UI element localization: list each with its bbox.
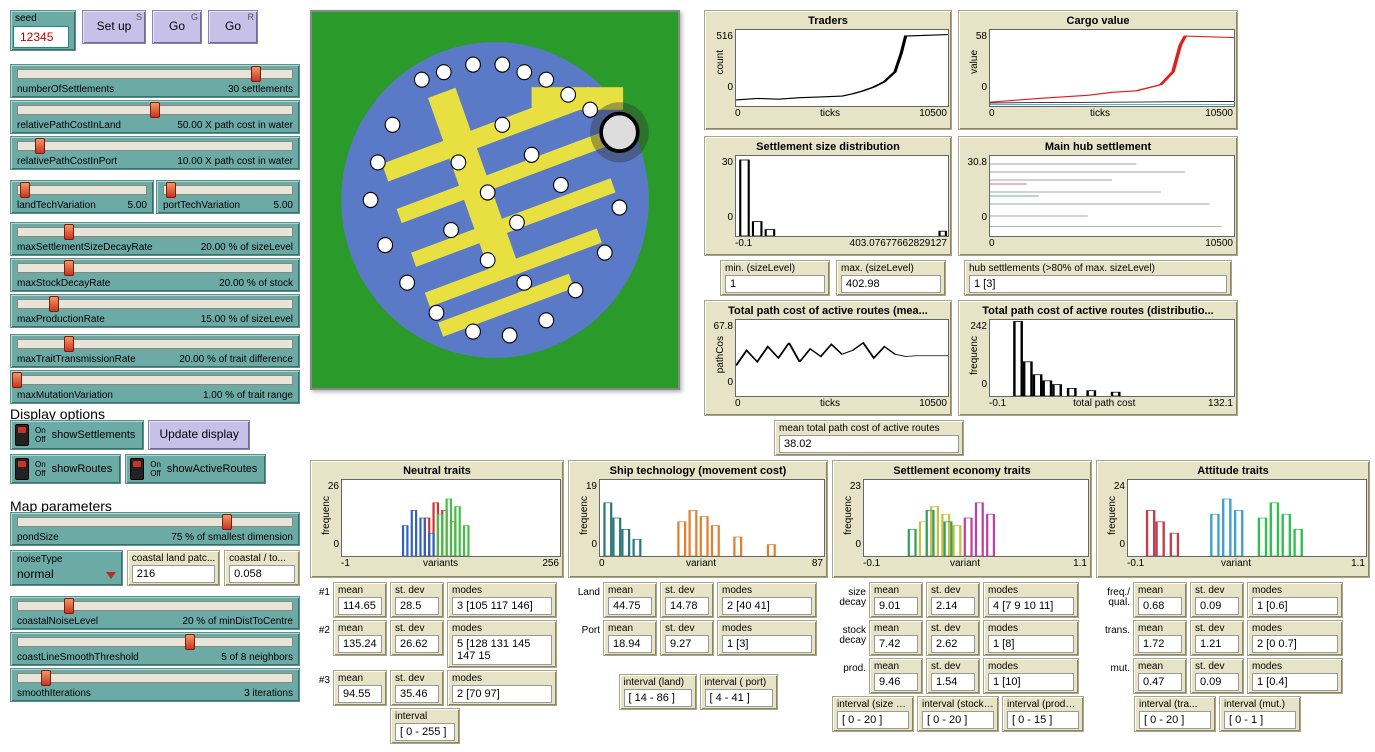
monitor-stat: modes1 [0.6]: [1247, 582, 1343, 618]
monitor-stat: st. dev35.46: [390, 670, 444, 706]
monitor-stat: modes3 [105 117 146]: [447, 582, 557, 618]
slider-coastalNoiseLevel[interactable]: coastalNoiseLevel20 % of minDistToCentre: [10, 596, 300, 630]
plot-cargo-value: Cargo value meanminmax 58value0 0ticks10…: [958, 10, 1238, 130]
monitor-stat: st. dev26.62: [390, 620, 444, 656]
monitor-stat: interval (mut.)[ 0 - 1 ]: [1219, 696, 1301, 732]
monitor-stat: interval ( port)[ 4 - 41 ]: [700, 674, 778, 710]
slider-maxStockDecayRate[interactable]: maxStockDecayRate20.00 % of stock: [10, 258, 300, 292]
monitor-stat: mean0.47: [1133, 658, 1187, 694]
monitor-stat: st. dev0.09: [1190, 582, 1244, 618]
monitor-stat: modes1 [3]: [717, 620, 817, 656]
monitor-stat: mean18.94: [603, 620, 657, 656]
seed-input-wrap: seed 12345: [10, 10, 76, 51]
slider-relativePathCostInPort[interactable]: relativePathCostInPort10.00 X path cost …: [10, 136, 300, 170]
plot-ship-tech: Ship technology (movement cost) landport…: [568, 460, 828, 578]
monitor-mean-path-cost: mean total path cost of active routes38.…: [774, 420, 964, 456]
monitor-stat: st. dev1.54: [926, 658, 980, 694]
monitor-stat: mean44.75: [603, 582, 657, 618]
slider-portTechVariation[interactable]: portTechVariation5.00: [156, 180, 300, 214]
plot-economy-traits: Settlement economy traits size decaystoc…: [832, 460, 1092, 578]
plot-path-cost-mean: Total path cost of active routes (mea...…: [704, 300, 952, 416]
go-once-button[interactable]: GGo: [152, 10, 202, 44]
monitor-stat: mean0.68: [1133, 582, 1187, 618]
monitor-stat: modes4 [7 9 10 11]: [983, 582, 1079, 618]
monitor-stat: mean7.42: [869, 620, 923, 656]
slider-pondSize[interactable]: pondSize75 % of smallest dimension: [10, 512, 300, 546]
slider-coastLineSmoothThreshold[interactable]: coastLineSmoothThreshold5 of 8 neighbors: [10, 632, 300, 666]
monitor-stat: interval[ 0 - 255 ]: [390, 708, 460, 744]
monitor-stat: st. dev28.5: [390, 582, 444, 618]
slider-maxProductionRate[interactable]: maxProductionRate15.00 % of sizeLevel: [10, 294, 300, 328]
seed-label: seed: [13, 13, 73, 26]
monitor-stat: modes1 [10]: [983, 658, 1079, 694]
seed-input[interactable]: 12345: [13, 26, 69, 48]
slider-relativePathCostInLand[interactable]: relativePathCostInLand50.00 X path cost …: [10, 100, 300, 134]
go-forever-button[interactable]: RGo: [208, 10, 258, 44]
monitor-stat: interval (size dec...[ 0 - 20 ]: [832, 696, 914, 732]
setup-button[interactable]: SSet up: [82, 10, 146, 44]
monitor-stat: modes1 [0.4]: [1247, 658, 1343, 694]
slider-maxTraitTransmissionRate[interactable]: maxTraitTransmissionRate20.00 % of trait…: [10, 334, 300, 368]
plot-neutral-traits: Neutral traits trait 1#trait 2#trait 3# …: [310, 460, 564, 578]
monitor-stat: mean9.01: [869, 582, 923, 618]
monitor-stat: st. dev1.21: [1190, 620, 1244, 656]
chooser-noiseType[interactable]: noiseType normal: [10, 550, 123, 586]
monitor-min-sizeLevel: min. (sizeLevel)1: [720, 260, 830, 296]
monitor-stat: interval (stock dec...[ 0 - 20 ]: [917, 696, 999, 732]
monitor-stat: mean94.55: [333, 670, 387, 706]
monitor-stat: modes2 [40 41]: [717, 582, 817, 618]
world-view[interactable]: [310, 10, 680, 390]
monitor-stat: modes2 [70 97]: [447, 670, 557, 706]
switch-showActiveRoutes[interactable]: OnOffshowActiveRoutes: [125, 454, 266, 484]
slider-maxSettlementSizeDecayRate[interactable]: maxSettlementSizeDecayRate20.00 % of siz…: [10, 222, 300, 256]
monitor-stat: mean1.72: [1133, 620, 1187, 656]
monitor-stat: interval (land)[ 14 - 86 ]: [619, 674, 697, 710]
monitor-stat: st. dev9.27: [660, 620, 714, 656]
plot-settlement-size-dist: Settlement size distribution 300 -0.1403…: [704, 136, 952, 256]
monitor-stat: interval (tra...[ 0 - 20 ]: [1134, 696, 1216, 732]
switch-showRoutes[interactable]: OnOffshowRoutes: [10, 454, 121, 484]
update-display-button[interactable]: Update display: [148, 420, 249, 450]
monitor-stat: mean135.24: [333, 620, 387, 656]
monitor-stat: st. dev2.14: [926, 582, 980, 618]
monitor-stat: interval (producti...[ 0 - 15 ]: [1002, 696, 1084, 732]
monitor-coastalLandPatches: coastal land patc... 216: [127, 550, 220, 586]
plot-traders: Traders 516count0 0ticks10500: [704, 10, 952, 130]
slider-smoothIterations[interactable]: smoothIterations3 iterations: [10, 668, 300, 702]
slider-maxMutationVariation[interactable]: maxMutationVariation1.00 % of trait rang…: [10, 370, 300, 404]
slider-numberOfSettlements[interactable]: numberOfSettlements30 settlements: [10, 64, 300, 98]
plot-main-hub: Main hub settlement 30.80 010500: [958, 136, 1238, 256]
monitor-stat: st. dev0.09: [1190, 658, 1244, 694]
monitor-max-sizeLevel: max. (sizeLevel)402.98: [836, 260, 946, 296]
monitor-stat: modes2 [0 0.7]: [1247, 620, 1343, 656]
monitor-stat: mean9.46: [869, 658, 923, 694]
monitor-stat: modes1 [8]: [983, 620, 1079, 656]
monitor-stat: modes5 [128 131 145 147 15: [447, 620, 557, 668]
slider-landTechVariation[interactable]: landTechVariation5.00: [10, 180, 154, 214]
monitor-hub-settlements: hub settlements (>80% of max. sizeLevel)…: [964, 260, 1232, 296]
switch-showSettlements[interactable]: OnOffshowSettlements: [10, 420, 144, 450]
plot-attitude-traits: Attitude traits freq./qual.transmissionm…: [1096, 460, 1370, 578]
plot-path-cost-dist: Total path cost of active routes (distri…: [958, 300, 1238, 416]
monitor-coastalTo: coastal / to... 0.058: [224, 550, 300, 586]
monitor-stat: mean114.65: [333, 582, 387, 618]
monitor-stat: st. dev2.62: [926, 620, 980, 656]
monitor-stat: st. dev14.78: [660, 582, 714, 618]
